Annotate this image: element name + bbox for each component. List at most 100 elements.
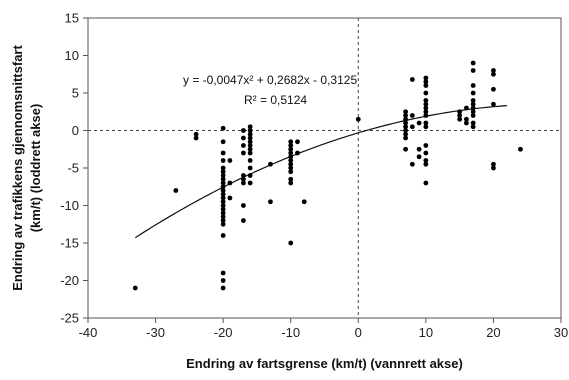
data-point bbox=[247, 173, 253, 178]
data-point bbox=[491, 68, 496, 73]
data-point bbox=[220, 210, 226, 216]
data-point bbox=[247, 131, 253, 137]
plot-area-border bbox=[87, 17, 562, 319]
data-point bbox=[220, 221, 226, 227]
data-point bbox=[268, 161, 273, 167]
axes-layer: -40 -30 -20 -10 0 10 20 30 -25 -20 -15 -10 -5 0 5 10 15 bbox=[60, 11, 568, 341]
y-tick-label: -10 bbox=[60, 198, 79, 213]
data-point bbox=[268, 199, 273, 205]
data-point bbox=[295, 139, 300, 145]
data-point bbox=[457, 116, 463, 122]
data-point bbox=[241, 218, 246, 223]
data-point bbox=[470, 68, 476, 73]
data-point bbox=[220, 125, 226, 131]
reference-lines bbox=[88, 18, 561, 318]
data-point bbox=[518, 146, 523, 152]
data-point bbox=[241, 128, 246, 133]
data-point bbox=[220, 176, 226, 182]
data-point bbox=[423, 143, 429, 148]
data-point bbox=[470, 98, 476, 103]
data-point bbox=[241, 173, 246, 178]
data-point bbox=[193, 131, 199, 137]
data-point bbox=[241, 203, 246, 208]
data-point bbox=[241, 150, 246, 156]
data-point bbox=[227, 158, 233, 163]
data-point bbox=[423, 101, 429, 107]
data-point bbox=[470, 105, 476, 111]
data-point bbox=[423, 120, 429, 126]
r-squared-label: R² = 0,5124 bbox=[244, 93, 307, 107]
data-points bbox=[132, 60, 523, 291]
data-point bbox=[247, 180, 253, 186]
data-point bbox=[288, 143, 294, 148]
data-point bbox=[220, 191, 226, 197]
data-point bbox=[403, 131, 408, 137]
data-point bbox=[220, 214, 226, 220]
data-point bbox=[247, 158, 253, 163]
x-tick-label: 20 bbox=[486, 325, 500, 340]
data-point bbox=[491, 71, 496, 77]
data-point bbox=[247, 146, 253, 152]
data-point bbox=[220, 203, 226, 208]
data-point bbox=[491, 165, 496, 171]
data-point bbox=[409, 161, 415, 167]
data-point bbox=[470, 120, 476, 126]
data-point bbox=[423, 180, 429, 186]
x-tick-label: -30 bbox=[146, 325, 165, 340]
data-point bbox=[423, 98, 429, 103]
data-point bbox=[220, 278, 226, 283]
y-tick-label: 15 bbox=[65, 11, 79, 26]
data-point bbox=[491, 161, 496, 167]
data-point bbox=[470, 101, 476, 107]
data-point bbox=[247, 143, 253, 148]
trendline-layer bbox=[134, 105, 507, 239]
data-point bbox=[288, 161, 294, 167]
data-point bbox=[247, 139, 253, 145]
data-point bbox=[288, 176, 294, 182]
data-point bbox=[220, 169, 226, 175]
data-point bbox=[403, 128, 408, 133]
data-point bbox=[470, 113, 476, 118]
data-point bbox=[220, 158, 226, 163]
data-point bbox=[423, 158, 429, 163]
data-point bbox=[403, 109, 408, 115]
data-point bbox=[301, 199, 307, 205]
data-point bbox=[457, 109, 463, 115]
trendline-equation: y = -0,0047x² + 0,2682x - 0,3125 bbox=[183, 73, 357, 87]
data-point bbox=[220, 180, 226, 186]
data-point bbox=[423, 83, 429, 88]
data-point bbox=[247, 124, 253, 130]
x-tick-label: 10 bbox=[419, 325, 433, 340]
data-point bbox=[403, 135, 408, 141]
y-tick-label: -20 bbox=[60, 273, 79, 288]
data-point bbox=[470, 109, 476, 115]
data-point bbox=[288, 158, 294, 163]
data-point bbox=[220, 233, 226, 238]
data-point bbox=[403, 113, 408, 118]
data-point bbox=[423, 113, 429, 118]
data-point bbox=[423, 79, 429, 85]
y-axis-title-line1: Endring av trafikkens gjennomsnittsfart bbox=[10, 45, 25, 291]
y-tick-label: 0 bbox=[72, 123, 79, 138]
data-point bbox=[409, 124, 415, 130]
data-point bbox=[288, 169, 294, 175]
data-point bbox=[423, 90, 429, 96]
data-point bbox=[220, 195, 226, 201]
data-point bbox=[423, 150, 429, 156]
data-point bbox=[288, 150, 294, 156]
x-tick-label: 30 bbox=[554, 325, 568, 340]
data-point bbox=[423, 161, 429, 167]
data-point bbox=[241, 180, 246, 186]
data-point bbox=[403, 124, 408, 130]
data-point bbox=[288, 154, 294, 160]
data-point bbox=[288, 180, 294, 186]
data-point bbox=[355, 116, 361, 122]
data-point bbox=[464, 120, 469, 126]
data-point bbox=[464, 116, 469, 122]
x-tick-label: -40 bbox=[79, 325, 98, 340]
data-point bbox=[247, 165, 253, 171]
data-point bbox=[288, 139, 294, 145]
data-point bbox=[470, 124, 476, 130]
data-point bbox=[423, 75, 429, 81]
